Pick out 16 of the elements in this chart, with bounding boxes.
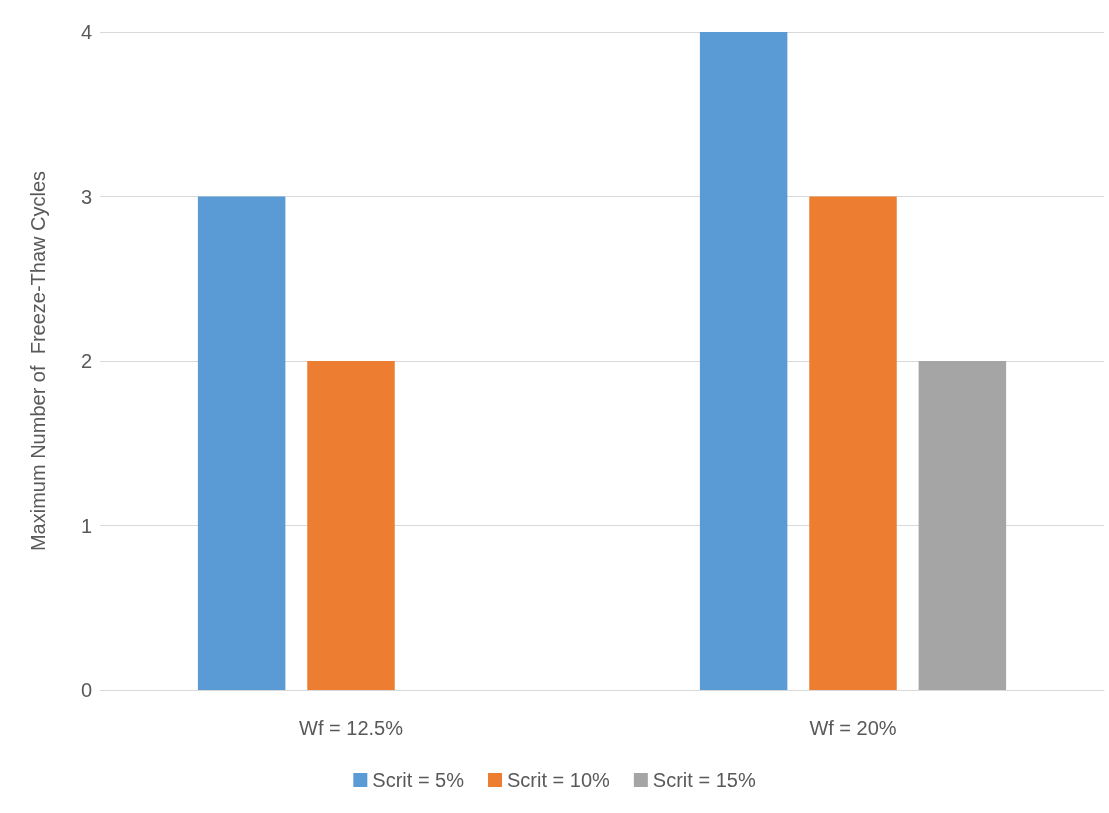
y-tick-label: 1 — [80, 514, 92, 537]
y-tick-label: 0 — [80, 679, 92, 701]
bar — [918, 361, 1007, 690]
legend-label: Scrit = 10% — [507, 769, 611, 791]
bar — [307, 361, 395, 690]
bar — [197, 196, 286, 690]
legend-label: Scrit = 15% — [652, 769, 756, 791]
bar — [809, 196, 897, 690]
y-tick-label: 2 — [80, 350, 92, 372]
legend-label: Scrit = 5% — [372, 769, 465, 791]
x-tick-label: Wf = 20% — [809, 717, 897, 739]
y-tick-label: 3 — [80, 185, 92, 208]
x-tick-label: Wf = 12.5% — [299, 717, 404, 739]
bar — [699, 32, 788, 690]
y-tick-label: 4 — [80, 21, 92, 43]
y-axis-title: Maximum Number of Freeze-Thaw Cycles — [27, 170, 49, 552]
